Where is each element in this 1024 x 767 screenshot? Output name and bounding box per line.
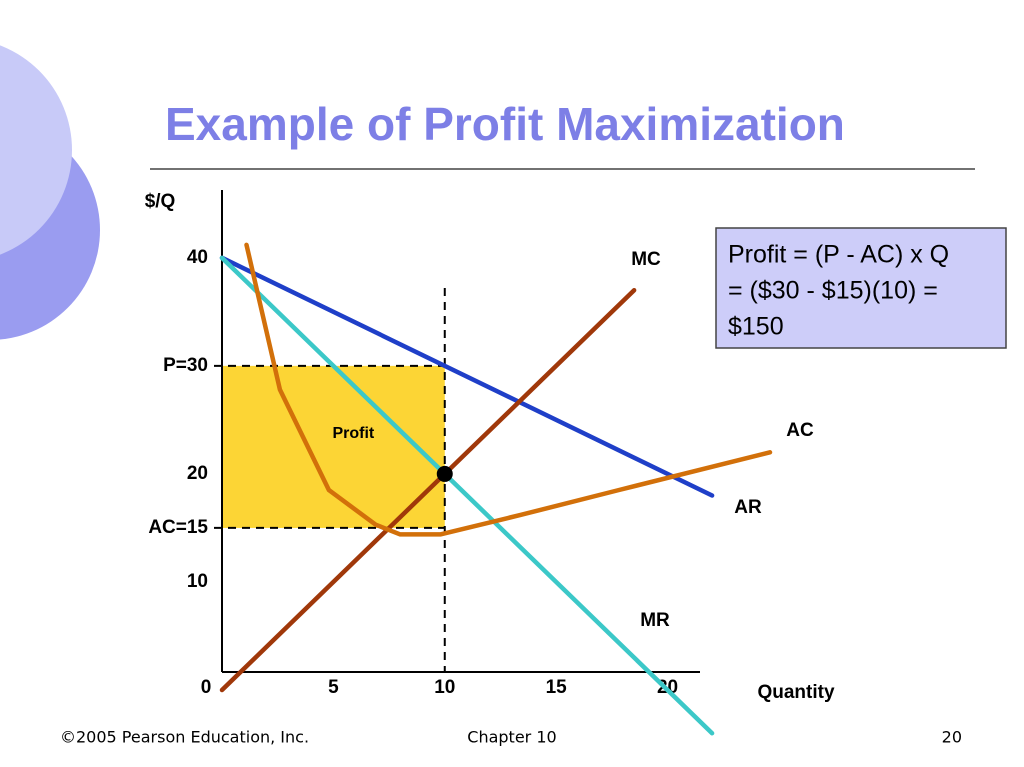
annotation-line: = ($30 - $15)(10) = <box>728 277 938 305</box>
x-tick-label: 5 <box>328 677 339 698</box>
slide-title: Example of Profit Maximization <box>165 98 845 150</box>
annotation-line: Profit = (P - AC) x Q <box>728 241 949 269</box>
profit-label: Profit <box>332 425 374 442</box>
curve-label: AC <box>786 420 814 441</box>
decor-circle <box>0 45 72 255</box>
annotation-box <box>715 227 1007 349</box>
x-tick-label: 10 <box>434 677 455 698</box>
profit-region <box>222 365 445 528</box>
curve-label: MC <box>631 249 661 270</box>
x-tick-label: 0 <box>201 677 212 698</box>
y-tick-label: 40 <box>187 247 208 268</box>
y-axis-label: $/Q <box>145 191 176 212</box>
curve <box>219 255 715 498</box>
curve-label: AR <box>734 497 762 518</box>
curve <box>219 287 637 693</box>
y-tick-label: 10 <box>187 571 208 592</box>
annotation-line: $150 <box>728 313 784 341</box>
curve <box>244 242 773 537</box>
y-tick-label: AC=15 <box>148 517 208 538</box>
footer-center: Chapter 10 <box>467 728 556 747</box>
curve <box>219 255 715 736</box>
footer-left: ©2005 Pearson Education, Inc. <box>60 728 309 747</box>
optimum-point <box>436 465 453 482</box>
x-tick-label: 15 <box>546 677 568 698</box>
footer-right: 20 <box>942 728 962 747</box>
curve-label: MR <box>640 610 670 631</box>
x-axis-label: Quantity <box>757 682 834 703</box>
y-tick-label: P=30 <box>163 355 208 376</box>
y-tick-label: 20 <box>187 463 208 484</box>
